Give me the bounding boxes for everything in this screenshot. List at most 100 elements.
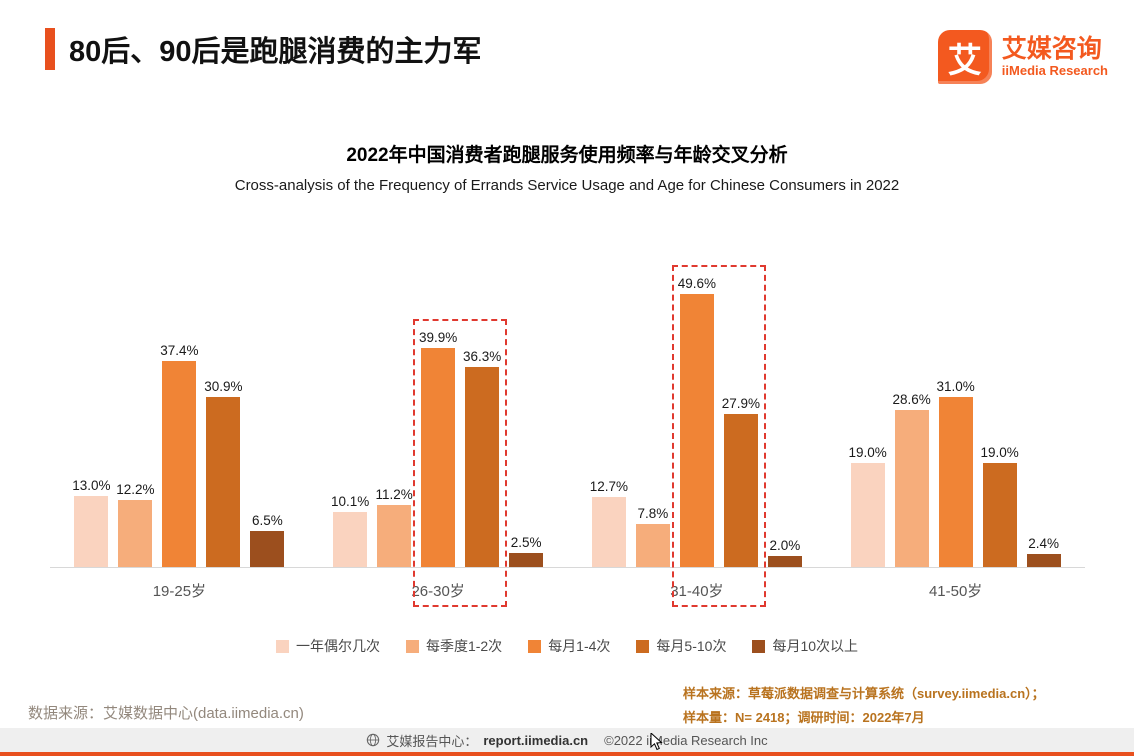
legend-swatch (752, 639, 766, 653)
brand-text: 艾媒咨询 iiMedia Research (1002, 35, 1108, 79)
bar-item: 7.8% (635, 506, 670, 567)
bar-item: 31.0% (936, 378, 975, 567)
bar-value-label: 37.4% (160, 343, 199, 359)
category-label: 41-50岁 (928, 583, 983, 600)
chart-title-en: Cross-analysis of the Frequency of Erran… (234, 177, 900, 194)
brand-name-en: iiMedia Research (1001, 62, 1108, 78)
legend-swatch (275, 639, 289, 653)
bar-item: 27.9% (721, 395, 761, 567)
footer-copyright: ©2022 iiMedia Research Inc (604, 732, 768, 748)
bar-value-label: 12.2% (116, 481, 155, 497)
bar-value-label: 30.9% (204, 379, 243, 395)
mouse-cursor (650, 733, 663, 751)
bar-每月1-4次 (679, 294, 714, 567)
bars-row: 19.0% 28.6% 31.0% 19.0% 2.4% (826, 258, 1085, 568)
bar-value-label: 28.6% (892, 391, 931, 407)
category-label: 19-25岁 (152, 583, 207, 600)
page-title: 80后、90后是跑腿消费的主力军 (69, 36, 482, 68)
bar-每月10次以上 (767, 556, 802, 567)
legend-item: 每月10次以上 (752, 636, 858, 656)
footer-report-link[interactable]: report.iimedia.cn (483, 732, 589, 748)
bar-一年偶尔几次 (74, 495, 109, 567)
chart-group-31-40岁: 12.7% 7.8% 49.6% 27.9% 2.0% 31-40岁 (567, 258, 827, 607)
sample-note-line2: 样本量：N= 2418；调研时间：2022年7月 (683, 710, 925, 726)
legend-label: 每月5-10次 (656, 638, 727, 654)
chart-plot: 13.0% 12.2% 37.4% 30.9% 6.5% 19-25岁 10.1% 11.2%… (50, 258, 1085, 607)
globe-icon (367, 733, 380, 747)
bar-value-label: 49.6% (677, 276, 717, 292)
bar-value-label: 11.2% (375, 487, 413, 503)
brand-logo: 艾 艾媒咨询 iiMedia Research (937, 30, 1108, 84)
bar-每月5-10次 (982, 462, 1017, 567)
bar-value-label: 2.5% (510, 535, 542, 551)
bar-value-label: 19.0% (980, 444, 1019, 460)
chart-group-41-50岁: 19.0% 28.6% 31.0% 19.0% 2.4% 41-50岁 (826, 258, 1085, 601)
bar-一年偶尔几次 (333, 511, 368, 567)
bar-每月10次以上 (1026, 553, 1061, 567)
legend-row: 一年偶尔几次 每季度1-2次 每月1-4次 每月5-10次 每月10次以上 (0, 636, 1134, 656)
bar-value-label: 27.9% (721, 395, 761, 411)
bar-value-label: 39.9% (418, 329, 458, 345)
bar-item: 36.3% (463, 349, 501, 567)
bar-item: 6.5% (250, 513, 285, 567)
chart-group-26-30岁: 10.1% 11.2% 39.9% 36.3% 2.5% 26-30岁 (308, 258, 568, 607)
header: 80后、90后是跑腿消费的主力军 (45, 28, 482, 70)
bar-item: 10.1% (331, 494, 369, 567)
bar-item: 12.7% (589, 479, 629, 567)
legend-label: 每月10次以上 (772, 638, 859, 654)
bars-row: 12.7% 7.8% 49.6% 27.9% 2.0% (567, 258, 827, 607)
footer-report-label: 艾媒报告中心： (386, 733, 478, 749)
brand-logo-icon: 艾 (937, 30, 992, 84)
bar-每季度1-2次 (894, 409, 929, 567)
legend-item: 一年偶尔几次 (275, 636, 380, 656)
category-label: 26-30岁 (411, 583, 465, 600)
bar-item: 2.0% (767, 538, 802, 567)
bar-value-label: 2.0% (769, 538, 801, 553)
bar-item: 13.0% (72, 477, 111, 567)
sample-note-line1: 样本来源：草莓派数据调查与计算系统（survey.iimedia.cn）； (683, 686, 1045, 701)
bar-item: 30.9% (204, 379, 243, 567)
bar-每月10次以上 (250, 531, 285, 567)
bar-每季度1-2次 (377, 505, 412, 567)
bar-value-label: 13.0% (72, 477, 111, 493)
bar-value-label: 12.7% (589, 479, 629, 495)
bar-每季度1-2次 (118, 499, 153, 567)
bar-item: 39.9% (418, 329, 458, 567)
bar-一年偶尔几次 (591, 497, 626, 567)
bar-item: 2.4% (1026, 535, 1061, 567)
category-label: 31-40岁 (670, 583, 724, 600)
bar-item: 19.0% (980, 444, 1019, 567)
chart-group-19-25岁: 13.0% 12.2% 37.4% 30.9% 6.5% 19-25岁 (50, 258, 309, 601)
bar-item: 19.0% (848, 444, 887, 567)
chart-title-cn: 2022年中国消费者跑腿服务使用频率与年龄交叉分析 (346, 145, 788, 166)
footer-bar: 艾媒报告中心： report.iimedia.cn ©2022 iiMedia … (0, 728, 1134, 756)
bar-value-label: 2.4% (1028, 535, 1060, 551)
bar-每月1-4次 (162, 361, 197, 567)
brand-name-cn: 艾媒咨询 (1001, 35, 1102, 64)
bars-row: 13.0% 12.2% 37.4% 30.9% 6.5% (50, 258, 309, 568)
bars-row: 10.1% 11.2% 39.9% 36.3% 2.5% (308, 258, 568, 607)
legend-swatch (528, 639, 542, 653)
bar-item: 12.2% (116, 481, 155, 567)
bar-item: 28.6% (892, 391, 931, 567)
legend-item: 每季度1-2次 (405, 636, 503, 656)
bar-item: 37.4% (160, 343, 199, 567)
legend-label: 每月1-4次 (548, 638, 611, 654)
legend-swatch (405, 639, 419, 653)
bar-item: 11.2% (375, 487, 413, 567)
sample-note: 样本来源：草莓派数据调查与计算系统（survey.iimedia.cn）； 样本… (683, 682, 1045, 730)
data-source-note: 数据来源：艾媒数据中心(data.iimedia.cn) (28, 705, 304, 722)
bar-每月5-10次 (206, 397, 241, 567)
legend-label: 每季度1-2次 (425, 638, 503, 654)
legend-label: 一年偶尔几次 (295, 638, 380, 654)
bar-value-label: 19.0% (848, 444, 887, 460)
bar-value-label: 7.8% (637, 506, 669, 522)
bar-每季度1-2次 (635, 524, 670, 567)
bar-value-label: 31.0% (936, 378, 975, 394)
bar-每月1-4次 (421, 347, 456, 567)
bar-每月5-10次 (465, 367, 500, 567)
bar-每月10次以上 (509, 553, 544, 567)
legend-item: 每月5-10次 (636, 636, 726, 656)
bar-每月1-4次 (938, 396, 973, 567)
